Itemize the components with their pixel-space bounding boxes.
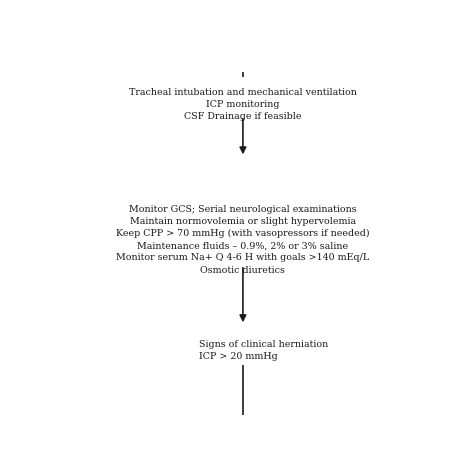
- Text: Signs of clinical herniation
ICP > 20 mmHg: Signs of clinical herniation ICP > 20 mm…: [199, 340, 328, 361]
- Text: Tracheal intubation and mechanical ventilation
ICP monitoring
CSF Drainage if fe: Tracheal intubation and mechanical venti…: [129, 88, 357, 121]
- Text: Monitor GCS; Serial neurological examinations
Maintain normovolemia or slight hy: Monitor GCS; Serial neurological examina…: [116, 205, 370, 274]
